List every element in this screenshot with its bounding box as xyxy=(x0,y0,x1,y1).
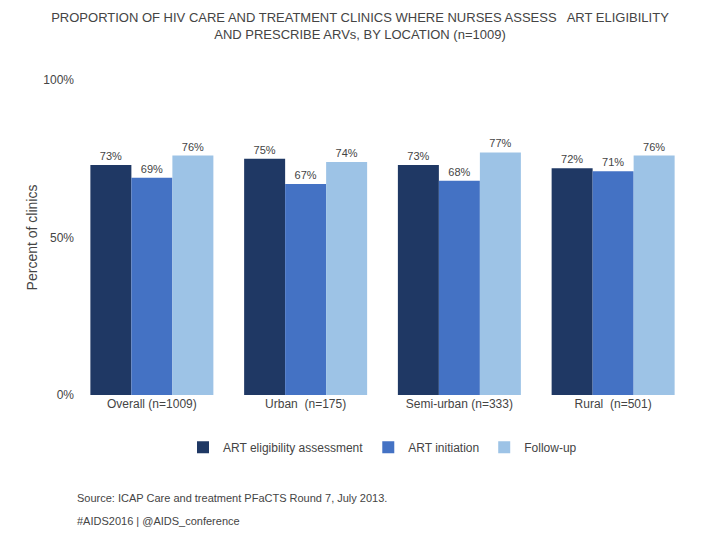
svg-text:73%: 73% xyxy=(100,150,122,162)
svg-text:77%: 77% xyxy=(489,137,511,149)
svg-text:PROPORTION OF HIV CARE AND TRE: PROPORTION OF HIV CARE AND TREATMENT CLI… xyxy=(51,10,669,42)
svg-text:72%: 72% xyxy=(561,153,583,165)
svg-text:Rural (n=501): Rural (n=501) xyxy=(575,397,652,411)
svg-text:Urban (n=175): Urban (n=175) xyxy=(265,397,346,411)
svg-text:Source: ICAP Care and treatmen: Source: ICAP Care and treatment PFaCTS R… xyxy=(77,492,387,504)
svg-text:76%: 76% xyxy=(182,141,204,153)
svg-text:68%: 68% xyxy=(448,166,470,178)
svg-text:50%: 50% xyxy=(50,231,74,245)
svg-text:ART eligibility assessment: ART eligibility assessment xyxy=(223,441,363,455)
svg-text:67%: 67% xyxy=(295,169,317,181)
svg-text:Overall (n=1009): Overall (n=1009) xyxy=(107,397,197,411)
svg-text:100%: 100% xyxy=(43,73,74,87)
svg-text:71%: 71% xyxy=(602,156,624,168)
svg-text:73%: 73% xyxy=(407,150,429,162)
svg-text:74%: 74% xyxy=(336,147,358,159)
svg-text:Percent of clinics: Percent of clinics xyxy=(24,185,40,291)
svg-text:76%: 76% xyxy=(643,141,665,153)
svg-text:#AIDS2016 | @AIDS_conference: #AIDS2016 | @AIDS_conference xyxy=(77,515,240,527)
svg-text:ART initiation: ART initiation xyxy=(408,441,479,455)
svg-text:69%: 69% xyxy=(141,163,163,175)
svg-text:0%: 0% xyxy=(57,388,75,402)
svg-text:Semi-urban (n=333): Semi-urban (n=333) xyxy=(406,397,513,411)
svg-text:Follow-up: Follow-up xyxy=(524,441,576,455)
svg-text:75%: 75% xyxy=(254,144,276,156)
